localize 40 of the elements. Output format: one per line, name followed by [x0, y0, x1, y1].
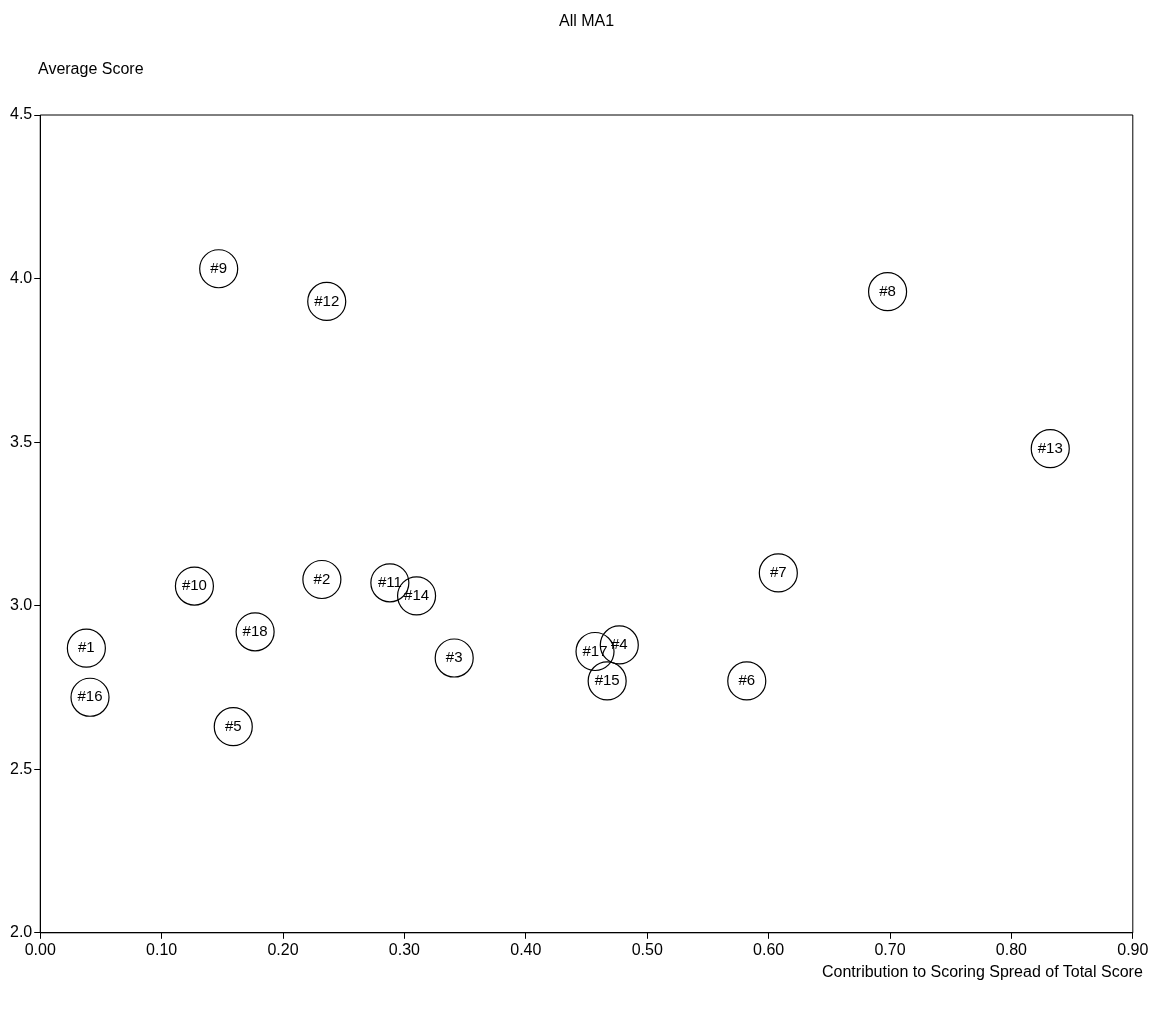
series-label: #5	[224, 716, 242, 734]
point	[867, 272, 908, 312]
series-label: #8	[879, 281, 896, 299]
x-tick-label: 0.50	[631, 940, 663, 958]
x-tick-label: 0.10	[146, 940, 178, 958]
point	[213, 707, 253, 747]
series-label: #9	[210, 258, 228, 276]
y-axis-title: Average Score	[38, 60, 144, 78]
y-tick-label: 3.5	[9, 432, 33, 450]
y-tick-label: 4.0	[9, 268, 33, 286]
chart-title: All MA1	[558, 12, 615, 30]
series-label: #18	[242, 621, 268, 639]
series-label: #11	[377, 572, 402, 590]
x-tick-label: 0.90	[1117, 940, 1149, 958]
x-axis-title: Contribution to Scoring Spread of Total Score	[822, 963, 1143, 981]
series-label: #16	[77, 687, 103, 705]
x-tick-label: 0.40	[510, 940, 542, 958]
series-label: #15	[594, 671, 620, 689]
y-tick-label: 2.5	[9, 759, 33, 777]
series-label: #4	[610, 635, 628, 653]
series-label: #7	[769, 563, 787, 581]
series-label: #3	[445, 648, 463, 666]
series-label: #12	[314, 291, 340, 309]
x-tick-label: 0.00	[24, 940, 56, 958]
x-tick-label: 0.30	[388, 940, 421, 958]
y-tick-label: 2.0	[9, 923, 33, 941]
x-tick-label: 0.20	[267, 940, 299, 958]
series-label: #2	[313, 569, 331, 587]
series-label: #10	[181, 576, 207, 594]
y-tick-label: 4.5	[9, 105, 33, 123]
x-tick-label: 0.70	[874, 940, 906, 958]
series-label: #1	[78, 638, 95, 656]
point	[758, 553, 798, 593]
x-tick-label: 0.80	[995, 940, 1028, 958]
x-tick-label: 0.60	[753, 940, 785, 958]
point	[66, 628, 106, 668]
series-label: #6	[738, 671, 756, 689]
series-label: #13	[1037, 438, 1063, 456]
y-tick-label: 3.0	[9, 596, 33, 614]
series-label: #14	[404, 586, 430, 604]
